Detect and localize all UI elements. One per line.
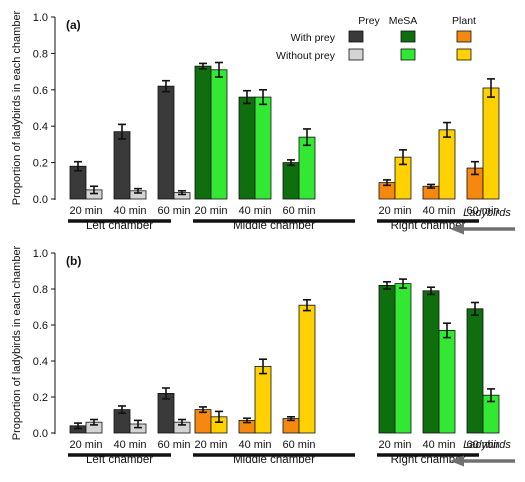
bar-mesa-without-2 bbox=[254, 96, 272, 200]
y-tick-label: 0.4 bbox=[33, 356, 48, 368]
x-tick-label: 40 min bbox=[113, 439, 146, 451]
x-tick-label: 60 min bbox=[157, 439, 190, 451]
chamber-label: Middle chamber bbox=[233, 220, 315, 232]
chamber-label: Middle chamber bbox=[233, 454, 315, 466]
x-tick-label: 20 min bbox=[378, 205, 411, 217]
y-tick-label: 0.0 bbox=[33, 428, 48, 440]
x-tick-label: 20 min bbox=[69, 439, 102, 451]
x-tick-label: 20 min bbox=[194, 439, 227, 451]
panel-label: (a) bbox=[66, 18, 81, 32]
chamber-label: Left chamber bbox=[86, 220, 153, 232]
bar-mesa-without-3 bbox=[298, 136, 316, 200]
chamber-label: Left chamber bbox=[86, 454, 153, 466]
legend-swatch-mesa-with bbox=[400, 30, 416, 43]
legend-swatch-plant-with bbox=[456, 30, 472, 43]
legend-column-header: Prey bbox=[358, 15, 380, 27]
y-tick-label: 0.2 bbox=[33, 392, 48, 404]
bar-mesa-with-1 bbox=[194, 65, 212, 200]
bar-mesa-without-1 bbox=[210, 69, 228, 200]
bar-mesa-with-2 bbox=[238, 96, 256, 200]
x-tick-label: 60 min bbox=[157, 205, 190, 217]
ladybirds-label: Ladybirds bbox=[463, 439, 511, 451]
bar-plant-without-3 bbox=[482, 87, 500, 200]
x-tick-label: 40 min bbox=[422, 439, 455, 451]
legend-swatch-mesa-without bbox=[400, 48, 416, 61]
legend-swatch-prey-with bbox=[348, 30, 364, 43]
x-tick-label: 40 min bbox=[113, 205, 146, 217]
x-tick-label: 20 min bbox=[378, 439, 411, 451]
x-tick-label: 40 min bbox=[238, 439, 271, 451]
y-tick-label: 0.8 bbox=[33, 48, 48, 60]
x-tick-label: 40 min bbox=[238, 205, 271, 217]
chamber-label: Right chamber bbox=[391, 454, 466, 466]
bar-plant-with-1 bbox=[194, 409, 212, 434]
x-tick-label: 60 min bbox=[466, 439, 499, 451]
bar-prey-with-2 bbox=[113, 131, 131, 200]
y-tick-label: 1.0 bbox=[33, 12, 48, 24]
y-tick-label: 0.4 bbox=[33, 121, 48, 133]
x-tick-label: 60 min bbox=[466, 205, 499, 217]
bar-mesa-without-1 bbox=[394, 283, 412, 434]
bar-plant-without-3 bbox=[298, 304, 316, 434]
x-tick-label: 40 min bbox=[422, 205, 455, 217]
panel-label: (b) bbox=[66, 254, 81, 268]
y-tick-label: 0.2 bbox=[33, 158, 48, 170]
chart-panel-1: 0.0 0.2 0.4 0.6 0.8 1.0 Proportion of ladybird… bbox=[11, 10, 515, 235]
y-tick-label: 1.0 bbox=[33, 248, 48, 260]
bar-mesa-with-2 bbox=[422, 290, 440, 434]
bar-mesa-without-2 bbox=[438, 329, 456, 434]
bar-plant-without-2 bbox=[438, 129, 456, 200]
ladybirds-label: Ladybirds bbox=[463, 207, 511, 219]
legend-swatch-plant-without bbox=[456, 48, 472, 61]
y-tick-label: 0.6 bbox=[33, 85, 48, 97]
legend-row-label: With prey bbox=[291, 32, 336, 44]
bar-mesa-with-1 bbox=[378, 284, 396, 434]
legend-column-header: MeSA bbox=[389, 15, 418, 27]
arrow-head bbox=[450, 455, 464, 467]
bar-mesa-with-3 bbox=[282, 162, 300, 200]
legend: Prey MeSA Plant With prey Without prey bbox=[276, 15, 476, 62]
legend-column-header: Plant bbox=[452, 15, 476, 27]
y-axis-label: Proportion of ladybirds in each chamber bbox=[11, 245, 23, 440]
bar-mesa-with-3 bbox=[466, 308, 484, 434]
y-tick-label: 0.6 bbox=[33, 320, 48, 332]
y-tick-label: 0.8 bbox=[33, 284, 48, 296]
x-tick-label: 60 min bbox=[282, 205, 315, 217]
x-tick-label: 60 min bbox=[282, 439, 315, 451]
chamber-label: Right chamber bbox=[391, 220, 466, 232]
chart-panel-2: 0.0 0.2 0.4 0.6 0.8 1.0 Proportion of ladybird… bbox=[11, 245, 515, 467]
arrow-head bbox=[450, 223, 464, 235]
x-tick-label: 20 min bbox=[69, 205, 102, 217]
legend-row-label: Without prey bbox=[276, 50, 336, 62]
bar-prey-with-3 bbox=[157, 85, 175, 200]
y-tick-label: 0.0 bbox=[33, 194, 48, 206]
x-tick-label: 20 min bbox=[194, 205, 227, 217]
legend-swatch-prey-without bbox=[348, 48, 364, 61]
y-axis-label: Proportion of ladybirds in each chamber bbox=[11, 10, 23, 205]
bar-plant-without-2 bbox=[254, 365, 272, 434]
